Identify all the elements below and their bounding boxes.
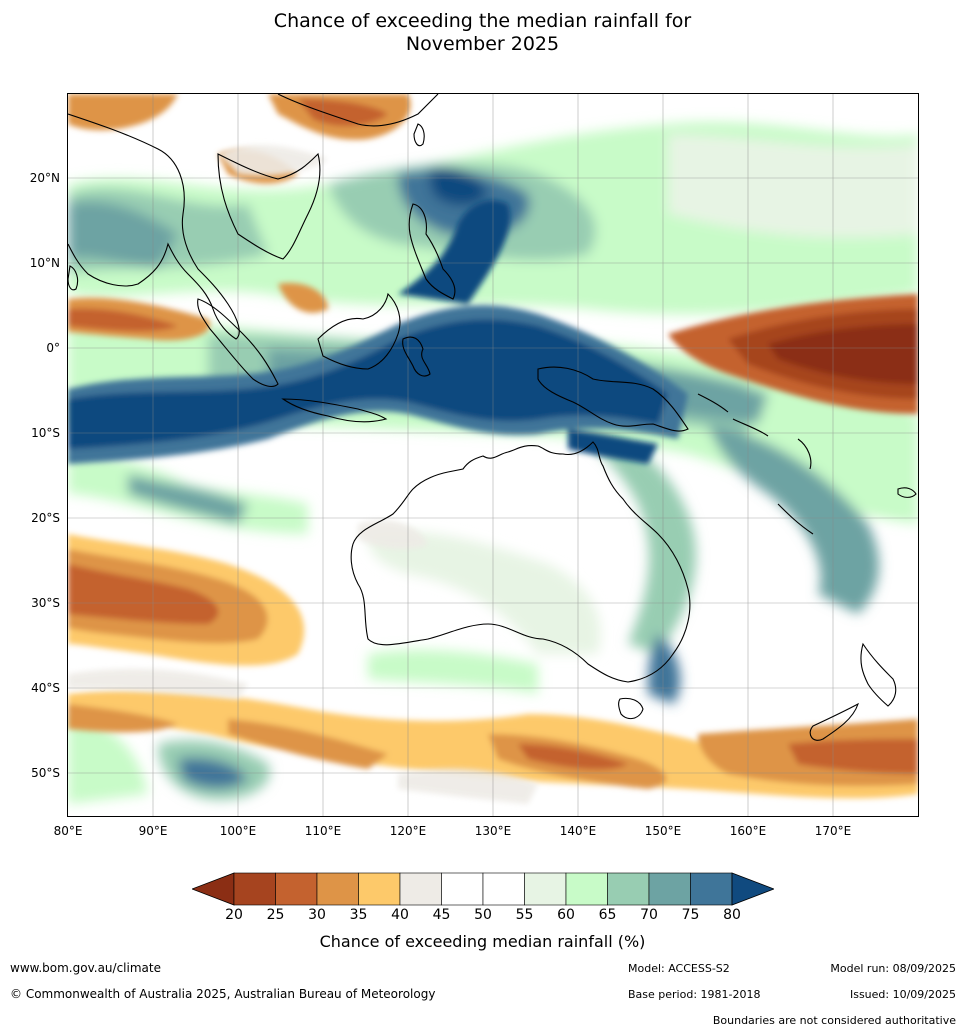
lon-label-80e: 80°E xyxy=(53,824,83,838)
new-guinea-coastline xyxy=(537,366,689,432)
lon-label-170e: 170°E xyxy=(814,824,852,838)
graticule xyxy=(68,94,918,816)
lat-label-50s: 50°S xyxy=(31,766,60,780)
map-title: Chance of exceeding the median rainfall … xyxy=(0,10,965,56)
colorbar-extend-high xyxy=(731,872,774,906)
footer-model-run: Model run: 08/09/2025 xyxy=(830,962,956,975)
colorbar-segments xyxy=(192,872,774,906)
footer-copyright: © Commonwealth of Australia 2025, Austra… xyxy=(10,987,436,1001)
lon-label-110e: 110°E xyxy=(304,824,342,838)
colorbar-tick-label: 20 xyxy=(225,907,243,923)
sri-lanka-coastline xyxy=(68,265,79,291)
colorbar-bin-50-55 xyxy=(482,872,525,906)
australia-coastline xyxy=(350,441,691,683)
footer-url[interactable]: www.bom.gov.au/climate xyxy=(10,961,161,975)
lat-label-0: 0° xyxy=(46,341,60,355)
footer-disclaimer: Boundaries are not considered authoritat… xyxy=(712,1014,956,1027)
colorbar-tick-label: 45 xyxy=(432,907,451,923)
lon-label-120e: 120°E xyxy=(389,824,427,838)
colorbar-tick-label: 60 xyxy=(557,907,575,923)
lat-label-20n: 20°N xyxy=(29,171,60,185)
colorbar-bin-75-80 xyxy=(690,872,733,906)
colorbar-tick-label: 50 xyxy=(474,907,492,923)
title-line-1: Chance of exceeding the median rainfall … xyxy=(273,10,692,32)
colorbar-bin-60-65 xyxy=(565,872,608,906)
colorbar-title: Chance of exceeding median rainfall (%) xyxy=(319,932,646,951)
sulawesi-coastline xyxy=(402,336,431,377)
colorbar-tick-label: 55 xyxy=(515,907,534,923)
lon-label-100e: 100°E xyxy=(219,824,257,838)
colorbar-bin-65-70 xyxy=(607,872,650,906)
colorbar-tick-label: 65 xyxy=(598,907,617,923)
lon-label-150e: 150°E xyxy=(644,824,682,838)
colorbar-tick-label: 80 xyxy=(723,907,741,923)
colorbar-tick-label: 25 xyxy=(266,907,285,923)
footer-model: Model: ACCESS-S2 xyxy=(628,962,730,975)
taiwan-coastline xyxy=(413,123,425,147)
borneo-coastline xyxy=(317,292,401,370)
legend-colorbar xyxy=(192,872,774,906)
footer-base-period: Base period: 1981-2018 xyxy=(628,988,761,1001)
footer-issued: Issued: 10/09/2025 xyxy=(849,988,956,1001)
colorbar-bin-55-60 xyxy=(524,872,567,906)
probability-field xyxy=(68,94,918,804)
colorbar-bin-40-45 xyxy=(399,872,442,906)
colorbar-tick-label: 35 xyxy=(349,907,368,923)
lat-label-30s: 30°S xyxy=(31,596,60,610)
lon-label-90e: 90°E xyxy=(138,824,168,838)
lon-label-130e: 130°E xyxy=(474,824,512,838)
colorbar-tick-label: 30 xyxy=(308,907,326,923)
new-zealand-coastline xyxy=(809,642,897,741)
lat-label-20s: 20°S xyxy=(31,511,60,525)
lat-label-10n: 10°N xyxy=(29,256,60,270)
java-coastline xyxy=(281,398,388,423)
colorbar-bin-45-50 xyxy=(441,872,484,906)
lon-label-160e: 160°E xyxy=(729,824,767,838)
philippines-coastline xyxy=(408,203,456,300)
colorbar-bin-20-25 xyxy=(233,872,276,906)
rainfall-map-svg xyxy=(68,94,918,816)
coastlines xyxy=(68,94,917,741)
lat-label-40s: 40°S xyxy=(31,681,60,695)
lon-label-140e: 140°E xyxy=(559,824,597,838)
colorbar-bin-30-35 xyxy=(316,872,359,906)
colorbar-extend-low xyxy=(192,872,235,906)
tasmania-coastline xyxy=(618,697,644,720)
colorbar-bin-35-40 xyxy=(358,872,401,906)
colorbar-tick-label: 40 xyxy=(391,907,409,923)
colorbar-bin-70-75 xyxy=(648,872,691,906)
mainland-asia-coastline xyxy=(68,94,439,340)
colorbar-tick-label: 70 xyxy=(640,907,658,923)
colorbar-tick-label: 75 xyxy=(681,907,700,923)
colorbar-bin-25-30 xyxy=(275,872,318,906)
title-line-2: November 2025 xyxy=(405,33,560,55)
lat-label-10s: 10°S xyxy=(31,426,60,440)
rainfall-map[interactable] xyxy=(67,93,919,817)
sumatra-coastline xyxy=(197,298,279,388)
